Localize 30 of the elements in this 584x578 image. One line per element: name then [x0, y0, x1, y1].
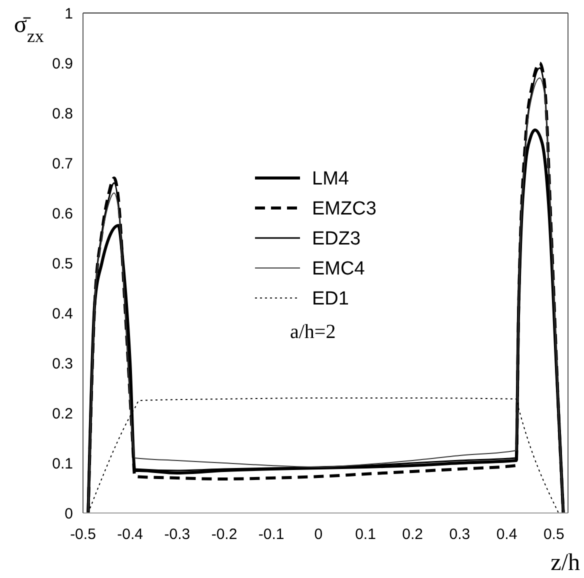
y-tick-label: 0.5 — [52, 255, 73, 272]
legend-label: ED1 — [312, 288, 349, 310]
legend-label: EMC4 — [312, 258, 366, 280]
y-tick-label: 0.9 — [52, 55, 73, 72]
y-tick-label: 0 — [64, 505, 73, 522]
y-tick-label: 0.8 — [52, 105, 73, 122]
y-tick-label: 0.1 — [52, 455, 73, 472]
legend-label: LM4 — [312, 168, 350, 190]
x-tick-label: 0.3 — [449, 526, 470, 543]
x-tick-label: 0.5 — [543, 526, 564, 543]
y-axis-title: σ̄$_{zx}$ — [14, 12, 44, 46]
y-tick-label: 0.4 — [52, 305, 73, 322]
x-tick-label: -0.3 — [164, 526, 190, 543]
x-tick-label: 0 — [314, 526, 323, 543]
x-tick-label: 0.2 — [402, 526, 424, 543]
x-tick-label: 0.1 — [355, 526, 376, 543]
x-tick-label: -0.4 — [117, 526, 144, 543]
x-axis-title: z/h — [550, 550, 580, 576]
x-tick-label: 0.4 — [496, 526, 518, 543]
y-tick-label: 1 — [64, 5, 73, 22]
x-tick-label: -0.2 — [211, 526, 238, 543]
x-tick-label: -0.5 — [70, 526, 96, 543]
annotation: a/h=2 — [290, 321, 336, 343]
y-tick-label: 0.3 — [52, 355, 73, 372]
y-tick-label: 0.7 — [52, 155, 73, 172]
x-tick-label: -0.1 — [258, 526, 284, 543]
legend-label: EDZ3 — [312, 228, 361, 250]
y-tick-label: 0.6 — [52, 205, 73, 222]
y-tick-label: 0.2 — [52, 405, 73, 422]
legend-label: EMZC3 — [312, 198, 376, 220]
